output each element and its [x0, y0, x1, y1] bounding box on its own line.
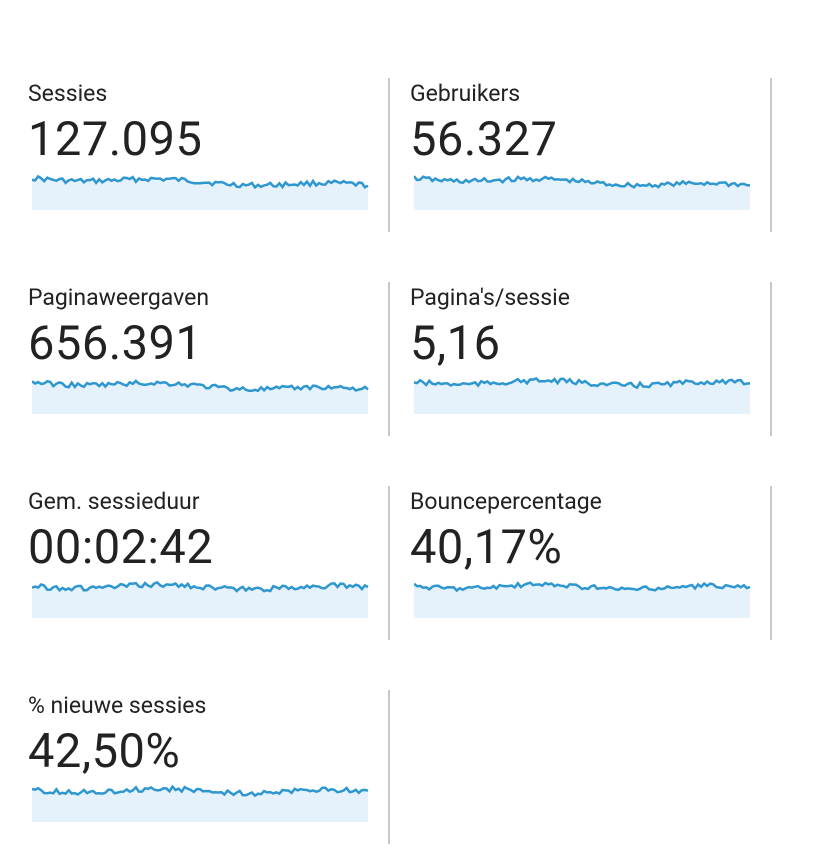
- metric-label: Pagina's/sessie: [410, 284, 570, 311]
- sparkline: [32, 379, 369, 414]
- separator: [388, 282, 390, 436]
- sparkline-area: [32, 380, 368, 414]
- metric-card: % nieuwe sessies 42,50%: [28, 690, 390, 844]
- sparkline-line: [32, 580, 369, 593]
- sparkline-area: [32, 582, 368, 618]
- metric-value: 127.095: [28, 112, 203, 167]
- metric-card: Bouncepercentage 40,17%: [410, 486, 772, 640]
- sparkline-line: [32, 174, 369, 190]
- metric-value: 656.391: [28, 316, 203, 371]
- metric-card: Paginaweergaven 656.391: [28, 282, 390, 436]
- metric-value: 40,17%: [410, 520, 563, 575]
- sparkline-line: [32, 784, 369, 798]
- metric-value: 5,16: [410, 316, 501, 371]
- sparkline-line: [414, 175, 751, 189]
- metric-label: Bouncepercentage: [410, 488, 602, 515]
- separator: [770, 282, 772, 436]
- metric-label: % nieuwe sessies: [28, 692, 207, 719]
- sparkline: [414, 376, 751, 414]
- sparkline-area: [414, 582, 750, 618]
- separator: [770, 486, 772, 640]
- metric-card: Gem. sessieduur 00:02:42: [28, 486, 390, 640]
- separator: [388, 78, 390, 232]
- separator: [388, 690, 390, 844]
- sparkline: [414, 581, 751, 618]
- separator: [388, 486, 390, 640]
- metric-card: Pagina's/sessie 5,16: [410, 282, 772, 436]
- sparkline: [414, 175, 751, 210]
- sparkline-area: [414, 378, 750, 414]
- metric-label: Gem. sessieduur: [28, 488, 200, 515]
- metric-label: Sessies: [28, 80, 108, 107]
- metric-value: 56.327: [410, 112, 558, 167]
- metric-card: Gebruikers 56.327: [410, 78, 772, 232]
- metric-label: Paginaweergaven: [28, 284, 210, 311]
- metric-value: 00:02:42: [28, 520, 214, 575]
- sparkline-area: [32, 786, 368, 822]
- separator: [770, 78, 772, 232]
- sparkline-line: [32, 379, 369, 393]
- sparkline-line: [414, 581, 751, 593]
- sparkline: [32, 784, 369, 822]
- sparkline: [32, 174, 369, 210]
- metric-label: Gebruikers: [410, 80, 521, 107]
- sparkline-line: [414, 376, 751, 390]
- sparkline: [32, 580, 369, 618]
- metric-card: Sessies 127.095: [28, 78, 390, 232]
- metric-value: 42,50%: [28, 724, 181, 779]
